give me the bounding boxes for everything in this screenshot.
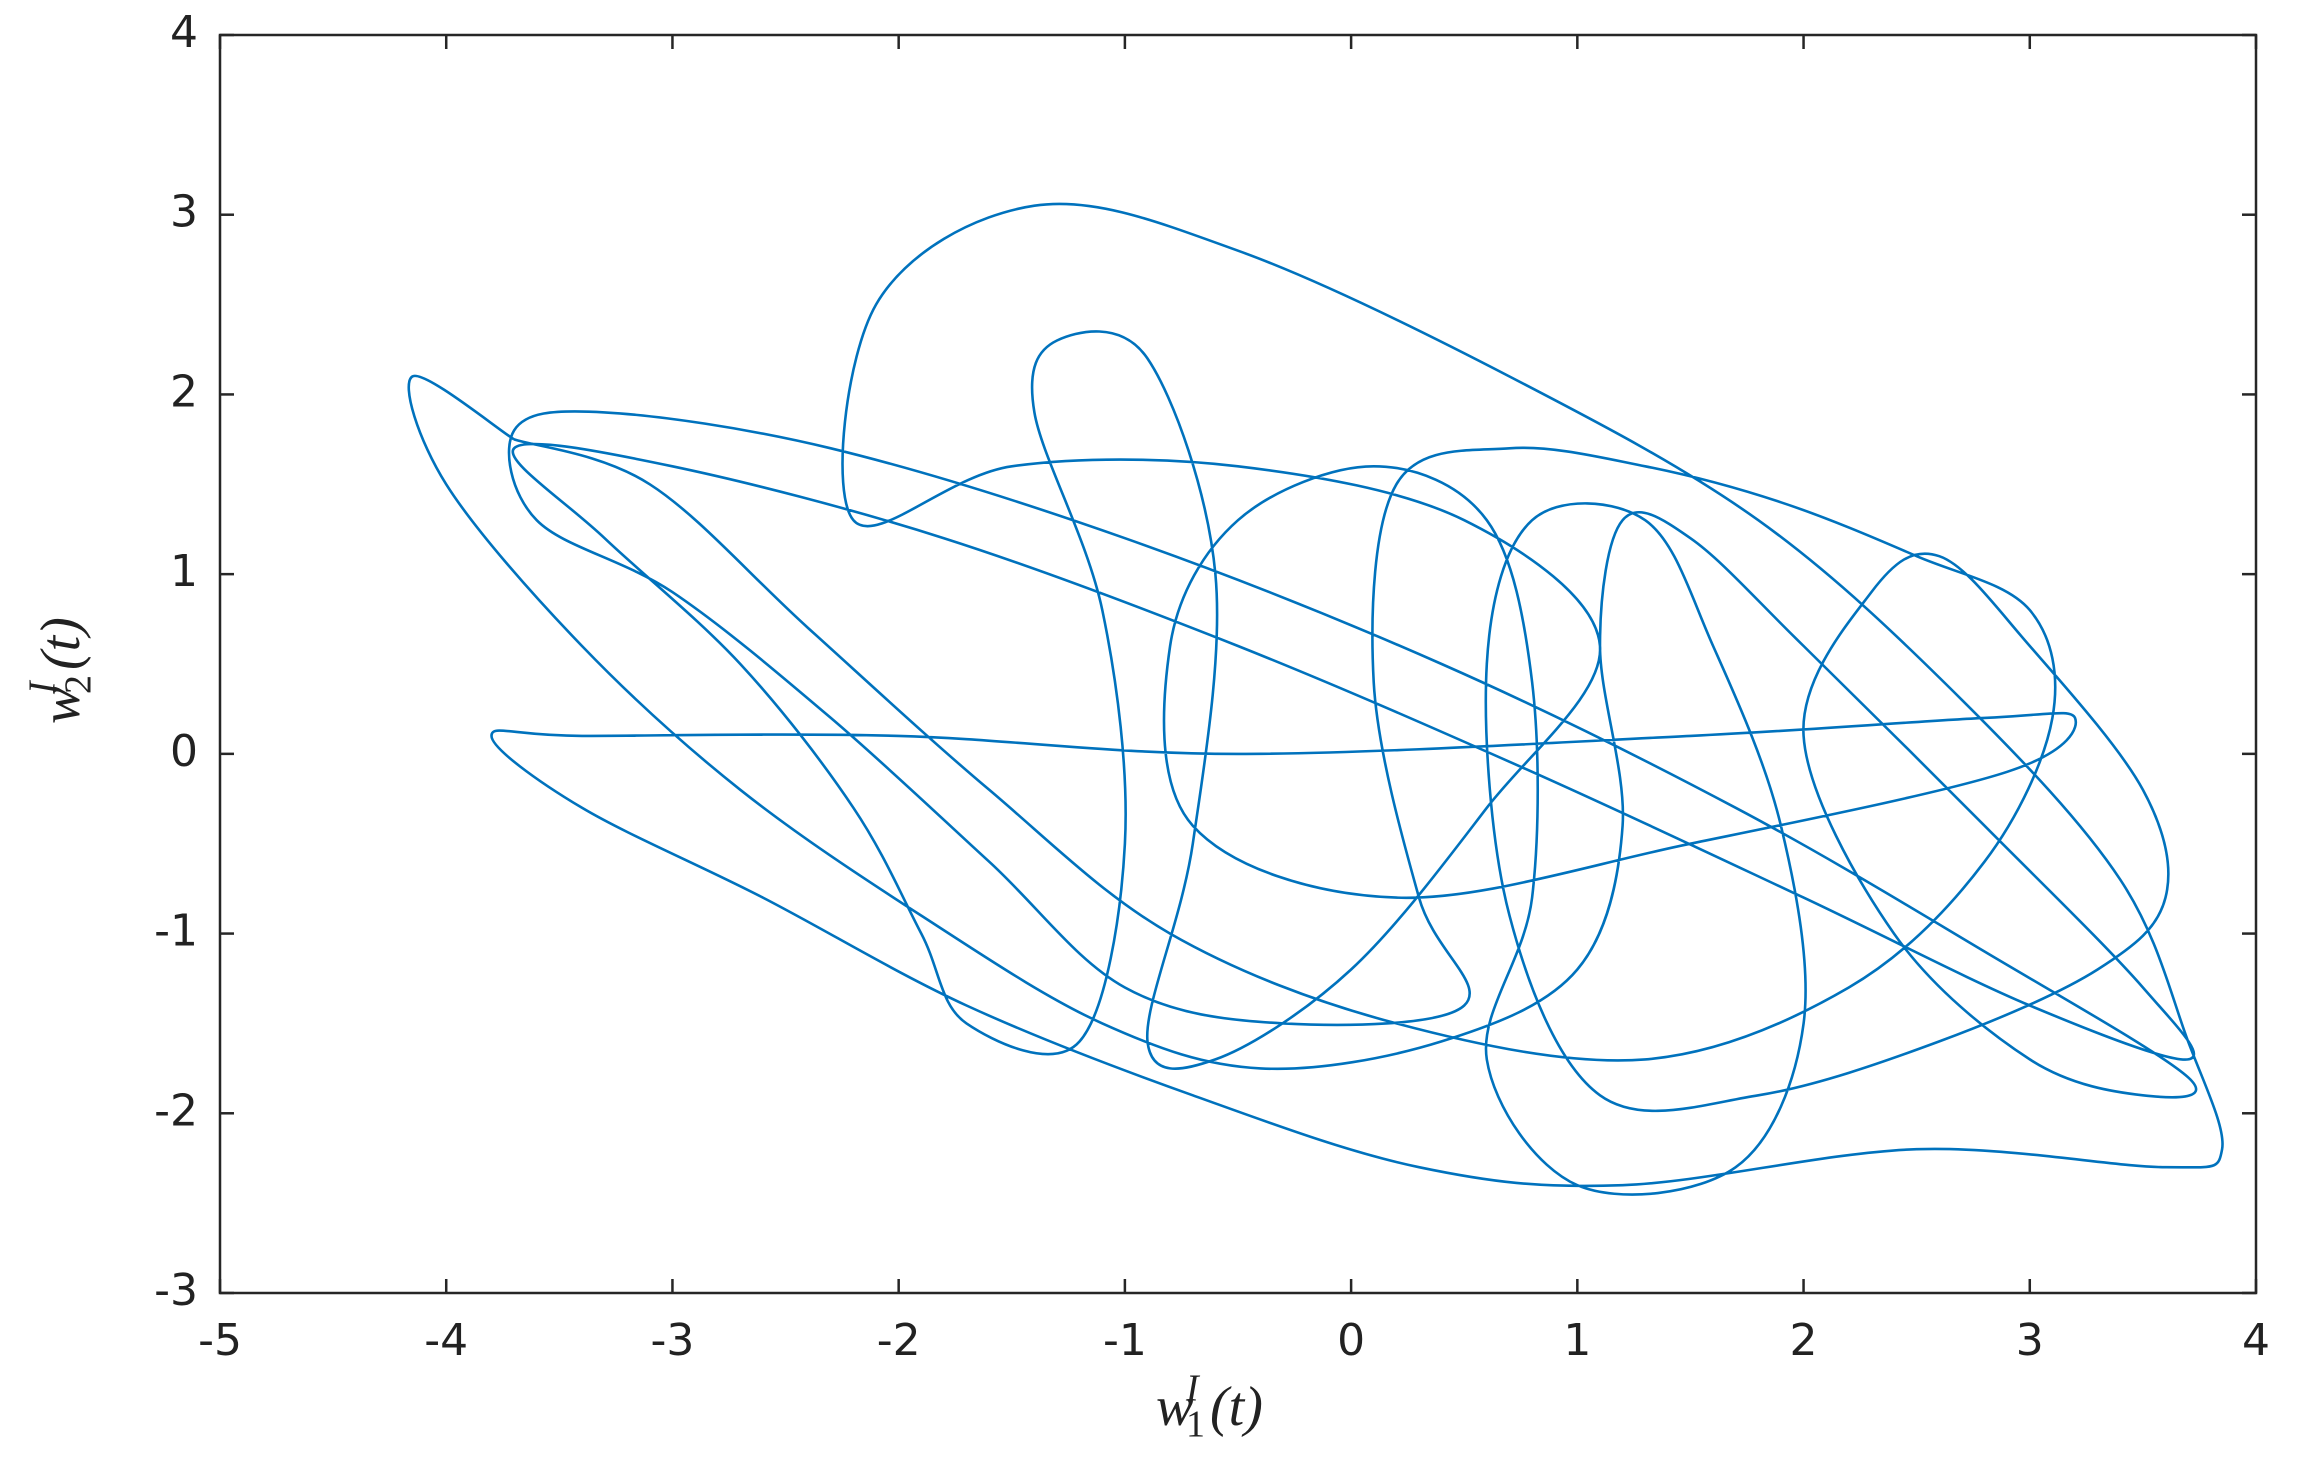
x-tick-label: -4 <box>424 1315 468 1366</box>
ylabel-base: w <box>30 687 92 724</box>
x-tick-label: 0 <box>1337 1315 1365 1366</box>
xlabel-sub: 1 <box>1186 1404 1205 1446</box>
xlabel: wI1 (t) <box>1156 1368 1263 1446</box>
ylabel-sup: I <box>22 679 64 695</box>
trajectory <box>407 202 2224 1196</box>
ylabel: wI2 (t) <box>22 617 100 724</box>
x-tick-label: -5 <box>198 1315 242 1366</box>
y-tick-label: 0 <box>170 726 198 777</box>
xlabel-arg: (t) <box>1210 1376 1263 1438</box>
y-tick-label: -1 <box>154 906 198 957</box>
y-tick-label: 1 <box>170 546 198 597</box>
xlabel-base: w <box>1156 1376 1193 1438</box>
y-tick-label: 4 <box>170 7 198 58</box>
x-tick-label: -2 <box>877 1315 921 1366</box>
x-tick-label: 3 <box>2016 1315 2044 1366</box>
x-tick-label: 2 <box>1790 1315 1818 1366</box>
y-tick-label: 2 <box>170 366 198 417</box>
y-tick-label: 3 <box>170 187 198 238</box>
x-tick-label: -3 <box>651 1315 695 1366</box>
xlabel-sup: I <box>1185 1368 1201 1410</box>
ylabel-sub: 2 <box>58 675 100 694</box>
x-tick-label: -1 <box>1103 1315 1147 1366</box>
x-tick-label: 1 <box>1563 1315 1591 1366</box>
x-tick-label: 4 <box>2242 1315 2270 1366</box>
axes-box <box>218 33 2258 1295</box>
ylabel-arg: (t) <box>30 617 92 670</box>
y-tick-label: -2 <box>154 1085 198 1136</box>
y-tick-label: -3 <box>154 1265 198 1316</box>
